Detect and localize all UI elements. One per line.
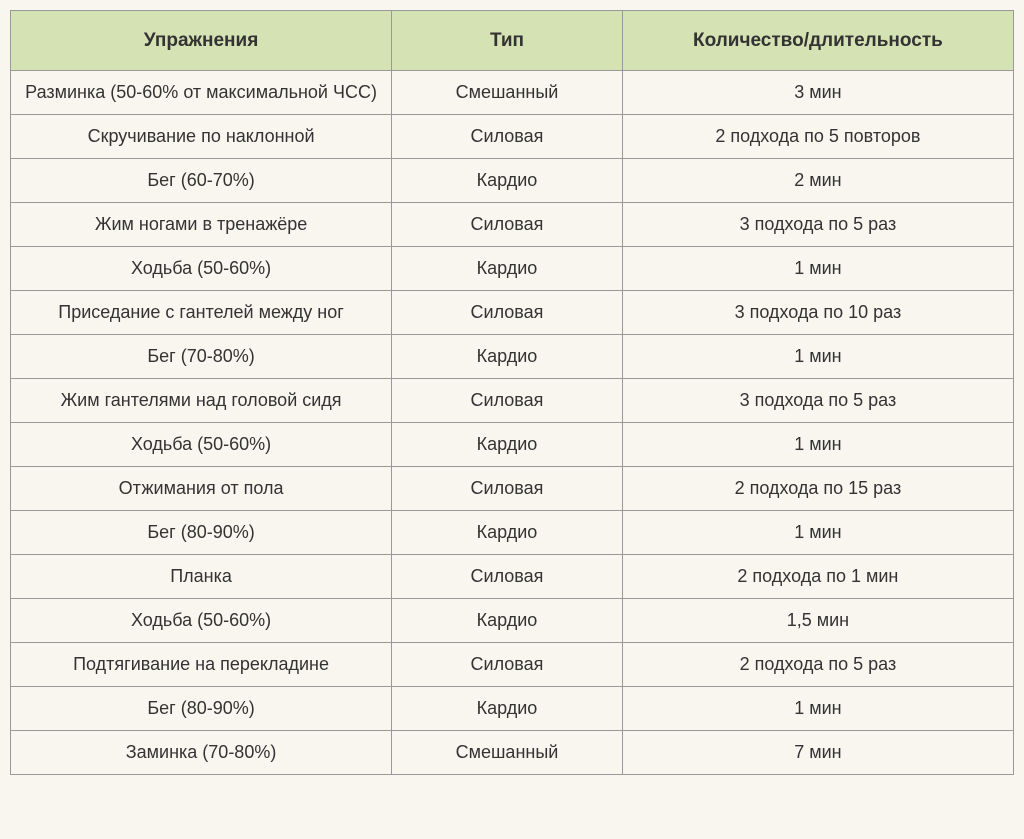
table-row: Бег (70-80%) Кардио 1 мин (11, 335, 1014, 379)
cell-exercise: Бег (70-80%) (11, 335, 392, 379)
table-row: Бег (80-90%) Кардио 1 мин (11, 511, 1014, 555)
cell-type: Кардио (392, 247, 623, 291)
cell-duration: 2 подхода по 1 мин (622, 555, 1013, 599)
cell-duration: 1,5 мин (622, 599, 1013, 643)
table-row: Заминка (70-80%) Смешанный 7 мин (11, 731, 1014, 775)
cell-exercise: Жим гантелями над головой сидя (11, 379, 392, 423)
cell-duration: 1 мин (622, 247, 1013, 291)
cell-exercise: Жим ногами в тренажёре (11, 203, 392, 247)
cell-type: Кардио (392, 159, 623, 203)
table-row: Подтягивание на перекладине Силовая 2 по… (11, 643, 1014, 687)
cell-exercise: Отжимания от пола (11, 467, 392, 511)
cell-type: Кардио (392, 687, 623, 731)
cell-duration: 1 мин (622, 511, 1013, 555)
cell-exercise: Заминка (70-80%) (11, 731, 392, 775)
cell-duration: 1 мин (622, 687, 1013, 731)
cell-duration: 2 подхода по 5 повторов (622, 115, 1013, 159)
cell-type: Силовая (392, 555, 623, 599)
cell-exercise: Разминка (50-60% от максимальной ЧСС) (11, 71, 392, 115)
table-row: Приседание с гантелей между ног Силовая … (11, 291, 1014, 335)
cell-type: Смешанный (392, 71, 623, 115)
cell-type: Силовая (392, 115, 623, 159)
cell-duration: 3 подхода по 5 раз (622, 379, 1013, 423)
col-header-exercise: Упражнения (11, 11, 392, 71)
cell-duration: 3 подхода по 5 раз (622, 203, 1013, 247)
table-row: Ходьба (50-60%) Кардио 1 мин (11, 423, 1014, 467)
table-row: Отжимания от пола Силовая 2 подхода по 1… (11, 467, 1014, 511)
cell-duration: 2 подхода по 5 раз (622, 643, 1013, 687)
table-body: Разминка (50-60% от максимальной ЧСС) См… (11, 71, 1014, 775)
cell-type: Смешанный (392, 731, 623, 775)
cell-type: Кардио (392, 335, 623, 379)
table-row: Скручивание по наклонной Силовая 2 подхо… (11, 115, 1014, 159)
table-row: Бег (80-90%) Кардио 1 мин (11, 687, 1014, 731)
cell-duration: 2 подхода по 15 раз (622, 467, 1013, 511)
workout-table: Упражнения Тип Количество/длительность Р… (10, 10, 1014, 775)
table-row: Ходьба (50-60%) Кардио 1 мин (11, 247, 1014, 291)
table-row: Ходьба (50-60%) Кардио 1,5 мин (11, 599, 1014, 643)
cell-exercise: Ходьба (50-60%) (11, 247, 392, 291)
cell-exercise: Ходьба (50-60%) (11, 599, 392, 643)
cell-exercise: Подтягивание на перекладине (11, 643, 392, 687)
cell-exercise: Ходьба (50-60%) (11, 423, 392, 467)
table-row: Жим ногами в тренажёре Силовая 3 подхода… (11, 203, 1014, 247)
cell-exercise: Бег (80-90%) (11, 687, 392, 731)
cell-exercise: Бег (80-90%) (11, 511, 392, 555)
cell-type: Кардио (392, 511, 623, 555)
table-header-row: Упражнения Тип Количество/длительность (11, 11, 1014, 71)
table-row: Жим гантелями над головой сидя Силовая 3… (11, 379, 1014, 423)
cell-exercise: Планка (11, 555, 392, 599)
cell-exercise: Приседание с гантелей между ног (11, 291, 392, 335)
cell-type: Силовая (392, 467, 623, 511)
col-header-duration: Количество/длительность (622, 11, 1013, 71)
cell-duration: 3 мин (622, 71, 1013, 115)
table-row: Разминка (50-60% от максимальной ЧСС) См… (11, 71, 1014, 115)
cell-exercise: Бег (60-70%) (11, 159, 392, 203)
col-header-type: Тип (392, 11, 623, 71)
cell-duration: 3 подхода по 10 раз (622, 291, 1013, 335)
table-row: Планка Силовая 2 подхода по 1 мин (11, 555, 1014, 599)
cell-type: Силовая (392, 379, 623, 423)
cell-type: Силовая (392, 643, 623, 687)
cell-exercise: Скручивание по наклонной (11, 115, 392, 159)
cell-type: Кардио (392, 599, 623, 643)
cell-duration: 2 мин (622, 159, 1013, 203)
cell-duration: 1 мин (622, 423, 1013, 467)
cell-type: Силовая (392, 203, 623, 247)
cell-duration: 1 мин (622, 335, 1013, 379)
cell-type: Кардио (392, 423, 623, 467)
table-row: Бег (60-70%) Кардио 2 мин (11, 159, 1014, 203)
cell-type: Силовая (392, 291, 623, 335)
cell-duration: 7 мин (622, 731, 1013, 775)
